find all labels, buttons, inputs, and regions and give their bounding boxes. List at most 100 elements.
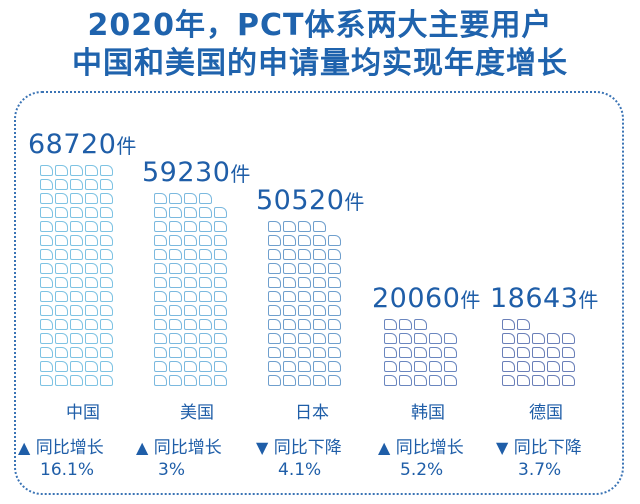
- document-icon: [154, 333, 167, 344]
- document-icon: [100, 361, 113, 372]
- document-icon: [184, 193, 197, 204]
- document-icon: [547, 375, 560, 386]
- document-icon: [283, 333, 296, 344]
- document-icon: [184, 361, 197, 372]
- document-icon: [40, 333, 53, 344]
- document-icon: [214, 235, 227, 246]
- yoy-change-korea: ▲ 同比增长 5.2%: [378, 438, 464, 480]
- document-icon: [414, 347, 427, 358]
- document-icon: [444, 375, 457, 386]
- document-icon: [154, 361, 167, 372]
- document-icon: [384, 333, 397, 344]
- document-icon: [502, 319, 515, 330]
- document-icon: [214, 347, 227, 358]
- document-icon: [268, 305, 281, 316]
- document-icon: [414, 361, 427, 372]
- document-icon: [100, 249, 113, 260]
- document-icon: [298, 305, 311, 316]
- document-icon: [70, 291, 83, 302]
- document-icon: [429, 347, 442, 358]
- document-icon: [517, 347, 530, 358]
- document-icon: [214, 291, 227, 302]
- document-icon: [384, 319, 397, 330]
- document-icon: [169, 249, 182, 260]
- document-icon: [169, 207, 182, 218]
- document-icon: [40, 165, 53, 176]
- document-icon: [100, 235, 113, 246]
- document-icon: [169, 277, 182, 288]
- document-icon: [313, 319, 326, 330]
- icon-grid: [502, 319, 584, 386]
- document-icon: [40, 179, 53, 190]
- document-icon: [328, 291, 341, 302]
- document-icon: [85, 193, 98, 204]
- document-icon: [414, 333, 427, 344]
- document-icon: [55, 333, 68, 344]
- document-icon: [532, 347, 545, 358]
- document-icon: [268, 375, 281, 386]
- document-icon: [199, 347, 212, 358]
- document-icon: [100, 347, 113, 358]
- document-icon: [298, 361, 311, 372]
- document-icon: [70, 319, 83, 330]
- bar-japan: 50520件: [256, 186, 364, 386]
- document-icon: [298, 263, 311, 274]
- chart-title-line2: 中国和美国的申请量均实现年度增长: [72, 46, 568, 81]
- document-icon: [283, 263, 296, 274]
- document-icon: [214, 277, 227, 288]
- document-icon: [184, 277, 197, 288]
- document-icon: [85, 305, 98, 316]
- document-icon: [214, 249, 227, 260]
- document-icon: [154, 291, 167, 302]
- document-icon: [283, 347, 296, 358]
- down-triangle-icon: ▼: [256, 438, 269, 457]
- document-icon: [169, 375, 182, 386]
- document-icon: [328, 319, 341, 330]
- document-icon: [85, 291, 98, 302]
- document-icon: [214, 305, 227, 316]
- document-icon: [328, 361, 341, 372]
- document-icon: [100, 207, 113, 218]
- document-icon: [55, 179, 68, 190]
- document-icon: [214, 375, 227, 386]
- document-icon: [70, 179, 83, 190]
- icon-grid: [268, 221, 350, 386]
- document-icon: [184, 333, 197, 344]
- document-icon: [70, 333, 83, 344]
- document-icon: [85, 221, 98, 232]
- document-icon: [399, 361, 412, 372]
- document-icon: [169, 235, 182, 246]
- document-icon: [502, 361, 515, 372]
- document-icon: [154, 207, 167, 218]
- document-icon: [399, 319, 412, 330]
- document-icon: [169, 263, 182, 274]
- document-icon: [40, 249, 53, 260]
- document-icon: [298, 235, 311, 246]
- document-icon: [384, 375, 397, 386]
- document-icon: [313, 235, 326, 246]
- document-icon: [532, 333, 545, 344]
- document-icon: [502, 347, 515, 358]
- document-icon: [40, 193, 53, 204]
- document-icon: [328, 263, 341, 274]
- document-icon: [55, 235, 68, 246]
- bar-china: 68720件: [28, 130, 136, 386]
- document-icon: [100, 165, 113, 176]
- document-icon: [100, 263, 113, 274]
- document-icon: [100, 319, 113, 330]
- document-icon: [414, 319, 427, 330]
- document-icon: [214, 221, 227, 232]
- bar-usa: 59230件: [142, 158, 250, 386]
- document-icon: [169, 193, 182, 204]
- document-icon: [40, 235, 53, 246]
- document-icon: [517, 333, 530, 344]
- yoy-change-japan: ▼ 同比下降 4.1%: [256, 438, 342, 480]
- document-icon: [55, 277, 68, 288]
- document-icon: [328, 277, 341, 288]
- document-icon: [55, 361, 68, 372]
- document-icon: [562, 375, 575, 386]
- document-icon: [268, 361, 281, 372]
- document-icon: [562, 347, 575, 358]
- document-icon: [154, 193, 167, 204]
- document-icon: [199, 263, 212, 274]
